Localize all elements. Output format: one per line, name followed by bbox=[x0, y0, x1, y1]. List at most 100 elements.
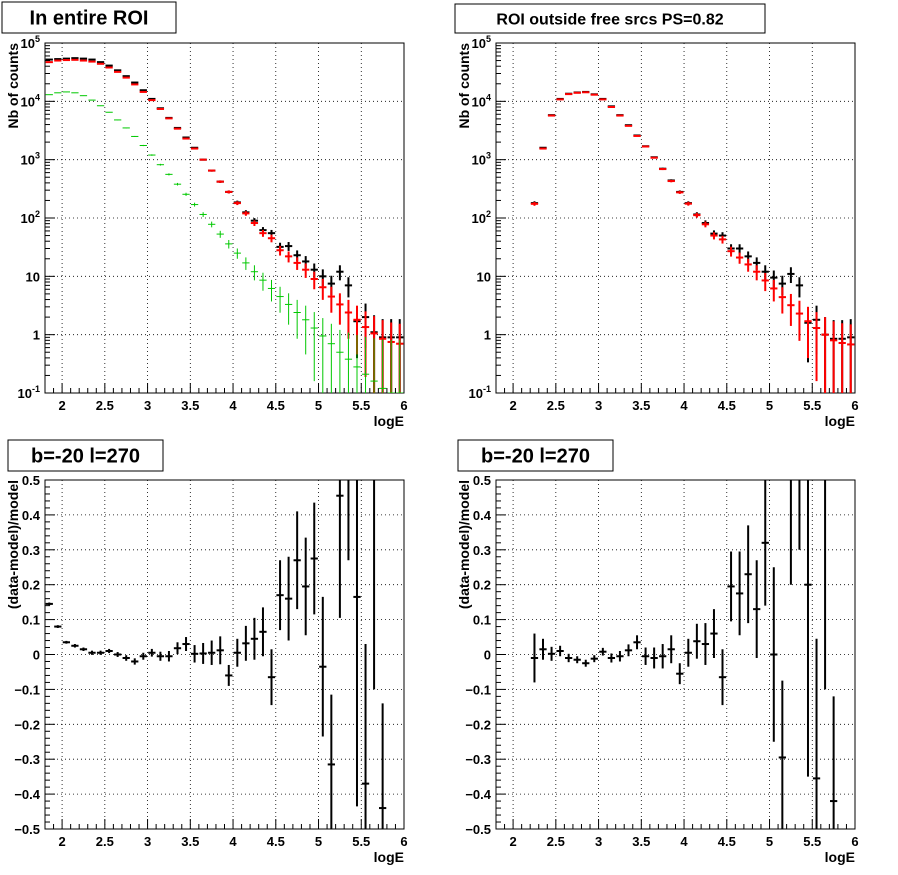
x-tick-label: 5 bbox=[315, 834, 322, 849]
panels: 2 2.5 3 3.5 4 4.5 5 5.5 610-1110102103104105logE… bbox=[1, 1, 859, 865]
x-tick-label: 5.5 bbox=[803, 398, 821, 413]
x-tick-label: 2.5 bbox=[96, 834, 114, 849]
y-tick-label: −0.2 bbox=[14, 717, 40, 732]
x-tick-label: 4 bbox=[680, 398, 688, 413]
series-3 bbox=[45, 91, 404, 393]
chart-title: In entire ROI bbox=[30, 8, 149, 30]
x-tick-label: 5 bbox=[766, 398, 773, 413]
series-1 bbox=[45, 480, 387, 829]
y-tick-label: 0.1 bbox=[22, 613, 40, 628]
y-axis-label: Nb of counts bbox=[456, 43, 472, 129]
chart-panel-2: 2 2.5 3 3.5 4 4.5 5 5.5 6 10-1 1 10 102 103 104 105 logE… bbox=[454, 3, 859, 429]
x-tick-label: 5.5 bbox=[352, 834, 370, 849]
x-tick-label: 6 bbox=[400, 398, 407, 413]
y-axis-label: (data-model)/model bbox=[5, 480, 21, 609]
x-tick-label: 3.5 bbox=[632, 398, 650, 413]
series-1 bbox=[45, 57, 404, 393]
y-tick-label: −0.4 bbox=[465, 787, 491, 802]
y-tick-label: 1 bbox=[33, 328, 40, 343]
y-tick-label: 103 bbox=[21, 151, 40, 168]
x-tick-label: 2.5 bbox=[96, 398, 114, 413]
y-tick-label: −0.5 bbox=[14, 822, 40, 837]
y-axis-label: (data-model)/model bbox=[456, 480, 472, 609]
x-tick-label: 5.5 bbox=[352, 398, 370, 413]
plot-frame bbox=[44, 42, 405, 394]
chart-title-box bbox=[7, 439, 164, 472]
x-tick-label: 4 bbox=[680, 834, 688, 849]
x-tick-label: 6 bbox=[851, 834, 858, 849]
x-tick-label: 3 bbox=[144, 834, 151, 849]
plot-frame bbox=[495, 42, 856, 394]
data-layer bbox=[45, 480, 387, 829]
x-tick-label: 4.5 bbox=[267, 834, 285, 849]
chart-title: b=-20 l=270 bbox=[481, 446, 590, 468]
chart-panel-1: 2 2.5 3 3.5 4 4.5 5 5.5 6 10-1 1 10 102 103 104 105 logE… bbox=[1, 1, 408, 429]
data-layer bbox=[45, 57, 404, 393]
y-tick-label: 0 bbox=[33, 648, 40, 663]
chart-title-box bbox=[1, 1, 177, 34]
y-tick-label: 0.2 bbox=[22, 578, 40, 593]
x-tick-label: 2 bbox=[58, 834, 65, 849]
y-tick-label: 1 bbox=[484, 328, 491, 343]
x-tick-label: 2 bbox=[58, 398, 65, 413]
y-tick-label: 10-1 bbox=[469, 384, 491, 401]
x-tick-label: 4.5 bbox=[718, 834, 736, 849]
x-tick-label: 4 bbox=[229, 398, 237, 413]
series-2 bbox=[45, 58, 404, 393]
plot-frame bbox=[44, 479, 405, 830]
chart-panel-4: 2 2.5 3 3.5 4 4.5 5 5.5 6 −0.5 −0.4 −0.3 −0.2 −0.1 0 0.… bbox=[456, 439, 859, 865]
x-tick-label: 3.5 bbox=[181, 834, 199, 849]
x-axis-label: logE bbox=[374, 849, 404, 865]
y-tick-label: 0.2 bbox=[473, 578, 491, 593]
chart-title: ROI outside free srcs PS=0.82 bbox=[496, 11, 723, 28]
x-tick-label: 6 bbox=[400, 834, 407, 849]
y-tick-label: −0.1 bbox=[465, 682, 491, 697]
series-1 bbox=[530, 480, 838, 829]
y-tick-label: −0.5 bbox=[465, 822, 491, 837]
chart-title-box bbox=[454, 3, 766, 34]
y-tick-label: 102 bbox=[472, 209, 491, 226]
series-2 bbox=[530, 91, 855, 393]
y-tick-label: 0.4 bbox=[22, 508, 41, 523]
x-tick-label: 3.5 bbox=[181, 398, 199, 413]
y-tick-label: 10-1 bbox=[18, 384, 40, 401]
x-tick-label: 2 bbox=[509, 834, 516, 849]
x-tick-label: 3 bbox=[144, 398, 151, 413]
y-tick-label: 0.3 bbox=[22, 543, 40, 558]
x-tick-label: 3 bbox=[595, 834, 602, 849]
x-tick-label: 2.5 bbox=[547, 834, 565, 849]
x-tick-label: 5 bbox=[766, 834, 773, 849]
y-axis-label: Nb of counts bbox=[5, 43, 21, 129]
x-tick-label: 5.5 bbox=[803, 834, 821, 849]
x-axis-label: logE bbox=[825, 849, 855, 865]
y-tick-label: 10 bbox=[26, 269, 40, 284]
x-tick-label: 3.5 bbox=[632, 834, 650, 849]
chart-panel-3: 2 2.5 3 3.5 4 4.5 5 5.5 6 −0.5 −0.4 −0.3 −0.2 −0.1 0 0.… bbox=[5, 439, 408, 865]
y-tick-label: −0.1 bbox=[14, 682, 40, 697]
y-tick-label: 10 bbox=[477, 269, 491, 284]
y-tick-label: 104 bbox=[21, 92, 40, 109]
data-layer bbox=[530, 480, 838, 829]
chart-title-box bbox=[457, 439, 614, 472]
series-1 bbox=[530, 90, 855, 393]
y-tick-label: −0.3 bbox=[465, 752, 491, 767]
y-tick-label: −0.3 bbox=[14, 752, 40, 767]
y-tick-label: 0.1 bbox=[473, 613, 491, 628]
data-layer bbox=[530, 90, 855, 393]
y-tick-label: 105 bbox=[21, 34, 40, 51]
x-tick-label: 2.5 bbox=[547, 398, 565, 413]
y-tick-label: −0.2 bbox=[465, 717, 491, 732]
y-tick-label: 0.5 bbox=[22, 473, 40, 488]
x-tick-label: 5 bbox=[315, 398, 322, 413]
y-tick-label: 105 bbox=[472, 34, 491, 51]
y-tick-label: 0.3 bbox=[473, 543, 491, 558]
y-tick-label: 0 bbox=[484, 648, 491, 663]
y-tick-label: 102 bbox=[21, 209, 40, 226]
x-axis-label: logE bbox=[374, 413, 404, 429]
x-tick-label: 3 bbox=[595, 398, 602, 413]
x-tick-label: 6 bbox=[851, 398, 858, 413]
x-tick-label: 4.5 bbox=[267, 398, 285, 413]
y-tick-label: 0.5 bbox=[473, 473, 491, 488]
x-tick-label: 4.5 bbox=[718, 398, 736, 413]
